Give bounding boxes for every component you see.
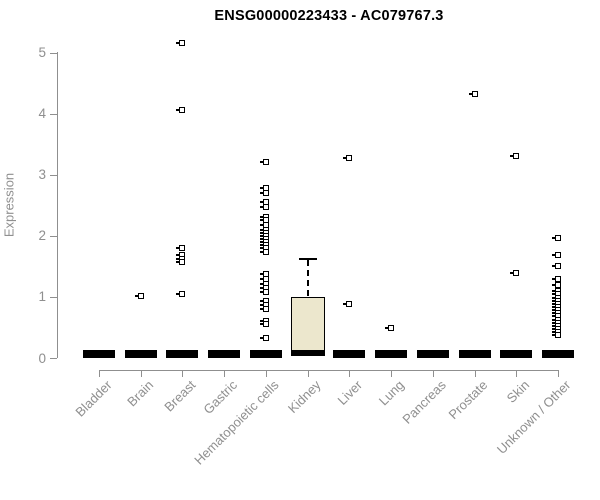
zero-median-bar bbox=[416, 350, 449, 358]
data-point bbox=[343, 301, 353, 308]
data-point bbox=[259, 203, 269, 210]
x-axis-tick bbox=[391, 370, 393, 377]
data-point bbox=[385, 325, 395, 332]
x-axis-line bbox=[99, 370, 559, 371]
x-tick-label: Hematopoietic cells bbox=[191, 377, 282, 468]
x-tick-label: Bladder bbox=[72, 377, 115, 420]
y-axis-tick bbox=[50, 174, 57, 176]
data-point bbox=[551, 263, 561, 270]
data-point bbox=[176, 259, 186, 266]
x-axis-tick bbox=[349, 370, 351, 377]
data-point bbox=[176, 107, 186, 114]
data-point bbox=[176, 245, 186, 252]
y-tick-label: 4 bbox=[38, 106, 46, 122]
data-point bbox=[259, 289, 269, 296]
zero-median-bar bbox=[458, 350, 491, 358]
y-tick-label: 3 bbox=[38, 167, 46, 183]
zero-median-bar bbox=[500, 350, 533, 358]
data-point bbox=[176, 291, 186, 298]
x-tick-label: Unknown / Other bbox=[494, 377, 574, 457]
data-point bbox=[551, 281, 561, 288]
zero-median-bar bbox=[249, 350, 282, 358]
x-axis-tick bbox=[474, 370, 476, 377]
x-axis-tick bbox=[307, 370, 309, 377]
x-tick-label: Breast bbox=[161, 377, 199, 415]
x-tick-label: Skin bbox=[503, 377, 533, 406]
data-point bbox=[259, 158, 269, 165]
data-point bbox=[551, 251, 561, 258]
x-tick-label: Lung bbox=[375, 377, 407, 409]
zero-median-bar bbox=[124, 350, 157, 358]
zero-median-bar bbox=[83, 350, 115, 358]
data-point bbox=[259, 248, 269, 255]
x-axis-tick bbox=[265, 370, 267, 377]
data-point bbox=[551, 275, 561, 282]
y-axis-tick bbox=[50, 113, 57, 115]
y-axis-tick bbox=[50, 235, 57, 237]
data-point bbox=[259, 190, 269, 197]
x-axis-tick bbox=[140, 370, 142, 377]
data-point bbox=[343, 155, 353, 162]
x-axis-tick bbox=[224, 370, 226, 377]
zero-median-bar bbox=[333, 350, 366, 358]
x-axis-tick bbox=[516, 370, 518, 377]
x-axis-tick bbox=[182, 370, 184, 377]
y-axis-tick bbox=[50, 358, 57, 359]
y-tick-label: 2 bbox=[38, 228, 46, 244]
box bbox=[290, 296, 325, 356]
x-axis-tick bbox=[432, 370, 434, 377]
y-axis-tick bbox=[50, 296, 57, 298]
whisker-cap bbox=[298, 258, 317, 261]
zero-median-bar bbox=[166, 350, 199, 358]
data-point bbox=[259, 321, 269, 328]
data-point bbox=[510, 269, 520, 276]
data-point bbox=[551, 331, 561, 338]
data-point bbox=[259, 334, 269, 341]
y-axis-tick bbox=[50, 52, 57, 54]
zero-median-bar bbox=[208, 350, 241, 358]
data-point bbox=[134, 292, 144, 299]
x-axis-tick bbox=[99, 370, 100, 377]
data-point bbox=[468, 91, 478, 98]
whisker bbox=[306, 260, 309, 296]
chart-title: ENSG00000223433 - AC079767.3 bbox=[214, 8, 444, 24]
x-tick-label: Prostate bbox=[445, 377, 491, 423]
y-axis-line bbox=[57, 52, 58, 358]
x-tick-label: Pancreas bbox=[399, 377, 449, 427]
x-tick-label: Gastric bbox=[200, 377, 241, 418]
y-tick-label: 5 bbox=[38, 45, 46, 61]
zero-median-bar bbox=[541, 350, 574, 358]
x-axis-tick bbox=[557, 370, 559, 377]
x-tick-label: Brain bbox=[124, 377, 157, 410]
data-point bbox=[551, 235, 561, 242]
x-tick-label: Kidney bbox=[284, 377, 324, 417]
data-point bbox=[510, 152, 520, 159]
y-tick-label: 0 bbox=[38, 350, 46, 366]
data-point bbox=[176, 39, 186, 46]
zero-median-bar bbox=[375, 350, 408, 358]
x-tick-label: Liver bbox=[334, 377, 366, 408]
y-tick-label: 1 bbox=[38, 289, 46, 305]
data-point bbox=[259, 305, 269, 312]
